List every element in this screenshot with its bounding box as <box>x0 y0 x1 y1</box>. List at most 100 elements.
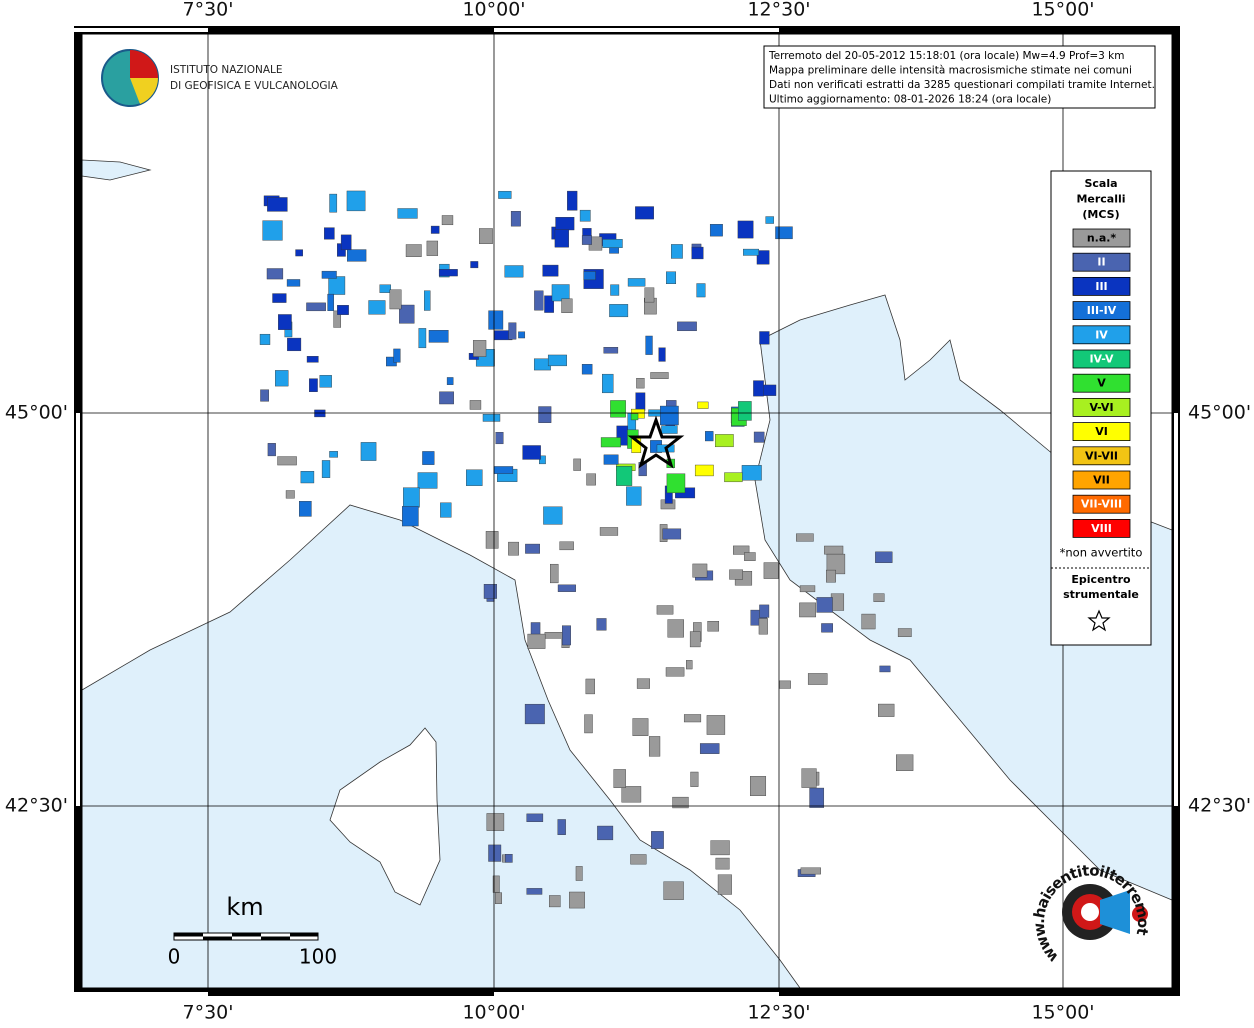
intensity-patch <box>744 552 756 561</box>
intensity-patch <box>389 289 402 310</box>
intensity-patch <box>630 413 639 421</box>
intensity-patch <box>286 279 301 287</box>
legend-label: IV <box>1095 328 1108 341</box>
intensity-patch <box>801 768 817 788</box>
intensity-patch <box>469 400 482 410</box>
intensity-patch <box>632 718 649 736</box>
intensity-patch <box>644 287 655 303</box>
intensity-patch <box>579 209 591 222</box>
map-frame-inner <box>81 33 1173 989</box>
scale-label: 100 <box>299 945 337 969</box>
intensity-patch <box>337 305 349 315</box>
lon-label: 10°00' <box>462 1002 525 1024</box>
info-line: Mappa preliminare delle intensità macros… <box>769 65 1132 77</box>
intensity-patch <box>800 867 821 875</box>
intensity-patch <box>830 593 845 611</box>
legend-label: VII <box>1093 474 1110 487</box>
legend-swatch <box>1072 228 1131 248</box>
intensity-patch <box>504 265 524 278</box>
intensity-patch <box>550 563 559 584</box>
intensity-patch <box>875 551 893 563</box>
corsica <box>329 727 441 906</box>
intensity-patch <box>758 618 768 635</box>
legend-label: VII-VIII <box>1081 498 1122 511</box>
intensity-patch <box>267 443 276 457</box>
intensity-patch <box>610 400 626 418</box>
legend-label: III <box>1095 280 1107 293</box>
intensity-patch <box>636 378 645 389</box>
intensity-patch <box>417 472 438 489</box>
intensity-patch <box>897 628 912 637</box>
intensity-patch <box>441 215 454 226</box>
info-line: Ultimo aggiornamento: 08-01-2026 18:24 (… <box>769 94 1051 106</box>
intensity-patch <box>651 831 664 849</box>
legend-swatch <box>1072 276 1131 296</box>
legend-star <box>1087 609 1111 632</box>
intensity-patch <box>692 563 708 578</box>
intensity-patch <box>562 625 571 646</box>
info-box <box>763 45 1156 109</box>
intensity-patch <box>581 364 593 375</box>
intensity-patch <box>428 330 449 343</box>
scale-label: 0 <box>168 945 181 969</box>
intensity-patch <box>328 276 346 295</box>
intensity-patch <box>526 888 543 895</box>
legend-label: IV-V <box>1089 353 1114 366</box>
intensity-patch <box>759 604 770 618</box>
intensity-patch <box>586 473 596 486</box>
intensity-patch <box>510 211 521 227</box>
intensity-patch <box>763 562 779 579</box>
intensity-patch <box>393 348 401 363</box>
intensity-patch <box>329 193 338 213</box>
intensity-patch <box>424 290 431 311</box>
intensity-patch <box>327 293 335 311</box>
intensity-patch <box>753 431 765 443</box>
intensity-patch <box>635 206 654 220</box>
lon-label: 12°30' <box>747 0 810 21</box>
intensity-patch <box>690 771 699 787</box>
intensity-patch <box>534 290 544 311</box>
lat-label: 45°00' <box>1188 402 1251 424</box>
intensity-patch <box>309 378 318 392</box>
intensity-patch <box>585 678 595 695</box>
intensity-patch <box>483 584 497 599</box>
intensity-patch <box>729 569 743 580</box>
intensity-patch <box>706 715 726 735</box>
intensity-patch <box>609 304 629 318</box>
intensity-patch <box>826 553 846 575</box>
legend-note: *non avvertito <box>1060 546 1143 560</box>
intensity-patch <box>470 261 479 269</box>
intensity-patch <box>557 819 566 835</box>
intensity-patch <box>266 268 284 280</box>
intensity-patch <box>627 278 646 287</box>
intensity-patch <box>402 506 419 527</box>
intensity-patch <box>600 437 621 448</box>
lon-label: 15°00' <box>1031 0 1094 21</box>
intensity-patch <box>575 866 583 881</box>
intensity-patch <box>753 380 764 397</box>
intensity-patch <box>671 244 683 259</box>
intensity-patch <box>710 840 730 856</box>
intensity-patch <box>796 533 814 542</box>
intensity-patch <box>602 373 614 394</box>
intensity-patch <box>321 270 337 279</box>
intensity-patch <box>347 249 367 262</box>
intensity-patch <box>555 217 575 231</box>
intensity-patch <box>741 465 762 481</box>
intensity-patch <box>557 584 576 592</box>
intensity-patch <box>544 632 565 639</box>
intensity-patch <box>488 310 504 330</box>
intensity-patch <box>403 487 420 508</box>
lat-label: 45°00' <box>5 402 68 424</box>
intensity-patch <box>697 401 709 409</box>
intensity-patch <box>799 585 816 593</box>
intensity-patch <box>259 333 271 345</box>
intensity-patch <box>522 445 541 460</box>
legend-swatch <box>1072 422 1131 442</box>
legend-swatch <box>1072 252 1131 272</box>
legend-label: n.a.* <box>1087 232 1117 245</box>
intensity-patch <box>346 190 366 212</box>
intensity-patch <box>779 680 791 689</box>
legend-swatch <box>1072 446 1131 466</box>
